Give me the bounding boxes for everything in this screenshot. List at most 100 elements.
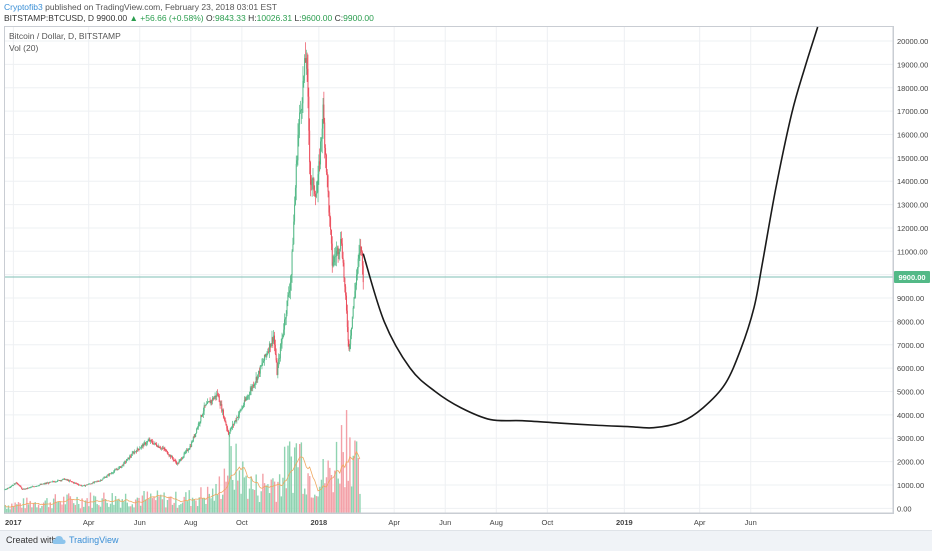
price-candle-body [261,363,263,366]
close-value: 9900.00 [343,13,374,23]
price-candle-body [234,420,236,423]
y-tick-label: 6000.00 [897,364,924,373]
price-candle-body [289,282,291,291]
volume-bar [22,498,25,513]
price-candle-body [100,480,102,481]
price-candle-body [179,459,181,461]
volume-bar [272,478,274,513]
price-candle-body [196,428,198,434]
price-candle-body [307,68,309,97]
volume-bar [106,502,108,513]
volume-bar [213,500,216,513]
grid [5,27,893,513]
price-candle-body [281,337,283,344]
tradingview-logo[interactable]: TradingView [52,535,119,545]
volume-bar [332,492,334,513]
volume-bar [329,467,331,513]
price-candle-body [345,286,347,296]
price-candle-body [26,488,28,489]
price-candle-body [138,449,140,450]
volume-bar [255,474,257,513]
price-candle-body [119,466,121,468]
price-candle-body [257,374,259,380]
y-tick-label: 15000.00 [897,154,928,163]
price-candle-body [71,481,73,482]
chart-frame[interactable] [4,26,894,514]
price-candle-body [289,290,291,294]
volume-bar [161,499,164,513]
price-candle-body [237,417,239,418]
price-candle-body [88,483,90,485]
volume-bar [37,504,40,513]
volume-bar [216,494,219,513]
price-candle-body [224,417,226,423]
price-candle-body [27,487,29,489]
price-candle-body [315,193,317,197]
y-tick-label: 5000.00 [897,388,924,397]
volume-bar [223,468,226,513]
price-candle-body [210,400,212,404]
volume-bar [339,483,341,513]
price-candle-body [99,480,101,482]
price-candle-body [347,327,349,341]
price-candle-body [47,482,49,484]
low-value: 9600.00 [301,13,333,23]
volume-bar [64,504,67,513]
price-candle-body [203,405,205,412]
price-candle-body [130,455,132,457]
price-candle-body [269,343,271,348]
y-tick-label: 17000.00 [897,107,928,116]
volume-bar [113,504,115,513]
price-candle-body [284,318,286,320]
price-candle-body [149,439,151,442]
price-candle-body [197,423,199,428]
volume-bar [330,474,333,513]
volume-bar [34,502,36,513]
chart-svg[interactable]: 0.00 1000.00 2000.00 3000.00 4000.00 5000.00 6… [0,0,932,530]
price-candle-body [76,483,78,485]
volume-bar [215,483,217,513]
volume-bar [163,492,165,513]
price-candle-body [214,395,216,398]
price-candle-body [239,410,241,412]
volume-bar [314,494,316,513]
price-candle-body [97,481,99,482]
x-tick-label: Oct [236,518,249,527]
volume-bar [288,441,291,513]
price-candle-body [279,358,281,359]
price-candle-body [116,469,118,470]
price-candle-body [121,464,123,467]
price-candle-body [146,441,148,444]
price-candle-body [195,433,197,434]
price-candle-body [46,483,48,484]
price-candle-body [323,104,325,123]
volume-bar [59,501,62,513]
price-candle-body [63,478,65,480]
volume-bar [27,504,30,513]
price-candle-body [200,415,202,422]
price-candle-body [297,134,299,161]
volume-bar [278,474,281,513]
price-candle-body [63,478,65,480]
volume-bar [359,493,361,513]
volume-bar [134,499,137,513]
volume-bar [334,470,336,513]
volume-bar [86,498,88,513]
volume-bar [307,473,309,513]
volume-bar [211,488,214,513]
price-candle-body [108,474,110,476]
price-candle-body [208,401,210,402]
price-candle-body [145,442,147,445]
last-price-badge-label: 9900.00 [898,273,925,282]
price-candle-body [270,343,272,348]
volume-bar [76,496,78,513]
price-candle-body [24,488,26,490]
author-link[interactable]: Cryptofib3 [4,2,43,12]
volume-bar [210,498,212,513]
volume-bar [237,480,239,513]
price-candle-body [329,212,331,218]
volume-bar [171,504,174,513]
price-candle-body [230,427,232,431]
volume-bar [273,481,276,513]
price-candle-body [186,449,188,451]
